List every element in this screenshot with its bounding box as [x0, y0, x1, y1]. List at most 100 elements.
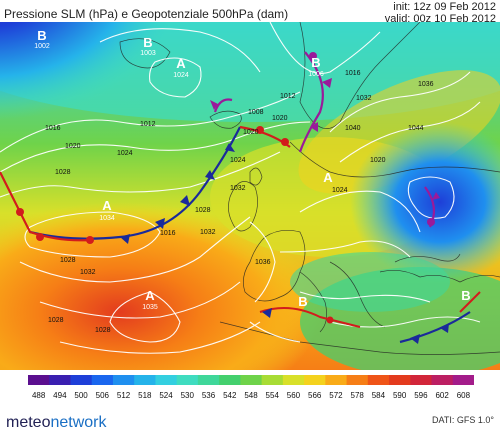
svg-text:1012: 1012	[140, 121, 156, 128]
svg-text:1008: 1008	[248, 109, 264, 116]
svg-text:1036: 1036	[255, 259, 271, 266]
high-center-label: A	[176, 56, 186, 71]
colorbar-tick-label: 554	[266, 391, 280, 400]
svg-text:1024: 1024	[332, 187, 348, 194]
isobars	[0, 22, 481, 354]
pressure-centers: B 1002 B 1003 A 1024 B 1006 A 1034 A 103…	[34, 28, 470, 311]
low-center-label: B	[37, 28, 46, 43]
cold-front-mediterranean	[259, 291, 481, 344]
svg-text:1028: 1028	[195, 207, 211, 214]
colorbar-tick-label: 542	[223, 391, 237, 400]
geopotential-balkan-trough	[290, 252, 450, 312]
coastlines	[119, 22, 500, 355]
low-center-label: B	[143, 35, 152, 50]
svg-text:1012: 1012	[280, 93, 296, 100]
svg-text:1016: 1016	[160, 230, 176, 237]
colorbar-tick-label: 572	[329, 391, 343, 400]
geopotential-east-low	[350, 122, 500, 282]
svg-text:1032: 1032	[80, 269, 96, 276]
colorbar-swatch	[452, 375, 474, 385]
geopotential-colorbar: 488 494 500 506 512 518 524 530 536 542 548 554 560 5…	[28, 375, 474, 400]
colorbar-tick-label: 560	[287, 391, 301, 400]
high-center-label: A	[323, 170, 333, 185]
colorbar-tick-label: 488	[32, 391, 46, 400]
colorbar-tick-label: 536	[202, 391, 216, 400]
svg-text:1040: 1040	[345, 125, 361, 132]
colorbar-swatch	[91, 375, 114, 385]
colorbar-tick-label: 512	[117, 391, 131, 400]
svg-text:1020: 1020	[243, 129, 259, 136]
colorbar-swatch	[112, 375, 135, 385]
occluded-front	[210, 51, 440, 228]
colorbar-tick-label: 578	[351, 391, 365, 400]
high-center-value: 1024	[173, 72, 189, 79]
logo-main: meteo	[6, 414, 51, 431]
colorbar-swatch	[134, 375, 156, 385]
warm-front-atlantic	[0, 125, 291, 244]
colorbar-swatch	[389, 375, 411, 385]
colorbar-swatch	[325, 375, 348, 385]
colorbar-swatch	[70, 375, 93, 385]
svg-text:1024: 1024	[117, 150, 133, 157]
colorbar-swatch	[240, 375, 263, 385]
colorbar-swatches	[28, 375, 474, 385]
low-center-label: B	[311, 55, 320, 70]
low-center-value: 1002	[34, 43, 50, 50]
geopotential-southwest-high	[0, 202, 320, 370]
colorbar-swatch	[431, 375, 454, 385]
svg-text:1044: 1044	[408, 125, 424, 132]
low-center-label: B	[461, 288, 470, 303]
colorbar-tick-label: 494	[53, 391, 67, 400]
high-center-label: A	[102, 198, 112, 213]
svg-text:1028: 1028	[48, 317, 64, 324]
footer-logo: meteonetwork	[6, 414, 107, 432]
cold-front-atlantic	[29, 126, 241, 244]
high-center-value: 1035	[142, 304, 158, 311]
svg-text:1016: 1016	[345, 70, 361, 77]
init-time: init: 12z 09 Feb 2012	[393, 1, 496, 13]
isobar-labels: 1016 1020 1024 1028 1012 1008 1012 1020 …	[45, 70, 434, 334]
colorbar-tick-label: 608	[457, 391, 471, 400]
svg-text:1024: 1024	[230, 157, 246, 164]
svg-text:1020: 1020	[370, 157, 386, 164]
svg-text:1036: 1036	[418, 81, 434, 88]
header-title: Pressione SLM (hPa) e Geopotenziale 500h…	[4, 7, 289, 21]
colorbar-ticks: 488 494 500 506 512 518 524 530 536 542 548 554 560 5…	[32, 391, 471, 400]
colorbar-tick-label: 584	[372, 391, 386, 400]
low-center-value: 1003	[140, 50, 156, 57]
colorbar-swatch	[304, 375, 326, 385]
colorbar-swatch	[261, 375, 284, 385]
colorbar-tick-label: 548	[244, 391, 258, 400]
colorbar-swatch	[219, 375, 241, 385]
footer-data-source: DATI: GFS 1.0°	[432, 415, 494, 425]
colorbar-tick-label: 596	[414, 391, 428, 400]
colorbar-swatch	[197, 375, 220, 385]
colorbar-swatch	[28, 375, 50, 385]
high-center-label: A	[145, 288, 155, 303]
svg-text:1032: 1032	[200, 229, 216, 236]
colorbar-tick-label: 518	[138, 391, 152, 400]
svg-text:1028: 1028	[95, 327, 111, 334]
svg-text:1016: 1016	[45, 125, 61, 132]
svg-text:1028: 1028	[60, 257, 76, 264]
colorbar-swatch	[410, 375, 433, 385]
colorbar-tick-label: 530	[181, 391, 195, 400]
colorbar-swatch	[282, 375, 305, 385]
colorbar-tick-label: 566	[308, 391, 322, 400]
colorbar-tick-label: 500	[74, 391, 88, 400]
low-center-value: 1006	[308, 71, 324, 78]
svg-text:1032: 1032	[230, 185, 246, 192]
weather-map: B 1002 B 1003 A 1024 B 1006 A 1034 A 103…	[0, 22, 500, 370]
colorbar-swatch	[367, 375, 390, 385]
colorbar-swatch	[49, 375, 71, 385]
colorbar-tick-label: 602	[435, 391, 449, 400]
svg-text:1020: 1020	[65, 143, 81, 150]
geopotential-northwest-low	[0, 22, 260, 192]
colorbar-swatch	[176, 375, 199, 385]
colorbar-swatch	[346, 375, 369, 385]
colorbar-tick-label: 590	[393, 391, 407, 400]
logo-accent: network	[50, 414, 107, 431]
colorbar-swatch	[155, 375, 178, 385]
svg-text:1028: 1028	[55, 169, 71, 176]
colorbar-tick-label: 506	[96, 391, 110, 400]
